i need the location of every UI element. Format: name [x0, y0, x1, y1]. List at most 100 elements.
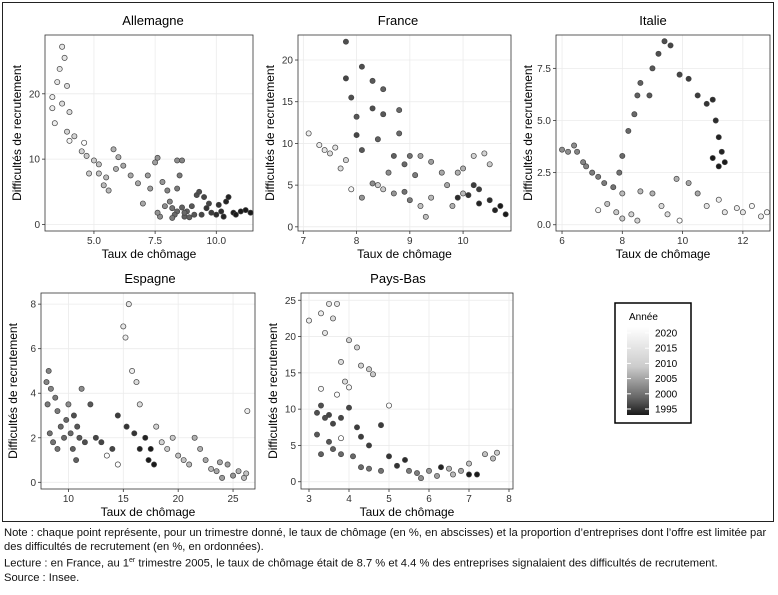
data-point	[318, 402, 324, 409]
data-point	[438, 169, 445, 176]
data-point	[114, 412, 121, 419]
data-point	[191, 434, 198, 441]
data-point	[145, 457, 152, 463]
x-tick-label: 6	[426, 494, 432, 505]
data-point	[417, 152, 424, 159]
data-point	[646, 92, 653, 99]
data-point	[247, 209, 254, 216]
data-point	[223, 198, 230, 205]
data-point	[346, 384, 352, 391]
data-point	[386, 453, 392, 460]
data-point	[434, 472, 440, 479]
panel-italie: Italie 6 8 10 12 0.0 2.5 5.0 7.5 Taux de chômage D…	[521, 13, 771, 261]
data-point	[438, 464, 444, 471]
data-point	[426, 467, 432, 474]
data-point	[174, 185, 181, 192]
year-legend: Année 2020 2015 2010 2005 2000 1995	[614, 302, 692, 424]
y-tick-label: 20	[282, 56, 294, 67]
data-point	[334, 300, 340, 307]
data-point	[369, 105, 376, 112]
data-point	[175, 452, 182, 459]
data-point	[450, 471, 456, 478]
data-point	[571, 142, 578, 149]
data-point	[637, 80, 644, 86]
data-point	[216, 459, 223, 466]
data-point	[100, 182, 107, 189]
data-point	[327, 150, 333, 157]
data-point	[122, 334, 129, 341]
data-point	[454, 169, 461, 176]
data-point	[147, 445, 154, 452]
data-point	[43, 379, 50, 386]
data-point	[619, 152, 626, 159]
panel-title: Italie	[639, 13, 666, 28]
data-point	[243, 470, 250, 477]
data-point	[166, 198, 173, 205]
x-tick-label: 10	[677, 236, 689, 247]
data-point	[332, 144, 339, 151]
data-point	[589, 169, 596, 176]
data-point	[616, 169, 623, 176]
data-point	[120, 162, 127, 169]
data-point	[54, 79, 61, 85]
data-point	[61, 434, 67, 441]
data-point	[401, 161, 408, 168]
y-tick-label: 6	[30, 344, 36, 355]
data-point	[338, 435, 344, 442]
data-point	[348, 186, 355, 193]
panel-france: France 7 8 9 10 0 5 10 15 20 Taux de chômage Diffic…	[263, 13, 512, 261]
data-point	[574, 148, 581, 155]
data-point	[378, 422, 384, 429]
legend-colorbar	[627, 327, 649, 415]
data-point	[64, 128, 70, 135]
data-point	[95, 161, 102, 168]
data-point	[619, 190, 626, 197]
figure-frame: Allemagne 5.0 7.5 10.0 0 10 20 Taux de chômage D…	[2, 2, 774, 522]
data-point	[52, 394, 59, 401]
data-point	[74, 423, 81, 430]
data-point	[330, 446, 336, 453]
y-tick-label: 5	[290, 441, 296, 452]
y-tick-label: 20	[285, 332, 297, 343]
y-tick-label: 0	[30, 478, 36, 489]
x-tick-label: 12	[737, 236, 749, 247]
data-point	[95, 170, 102, 177]
data-point	[213, 468, 220, 475]
data-point	[721, 159, 728, 166]
data-point	[748, 203, 755, 209]
plot-border	[44, 34, 254, 232]
data-point	[604, 200, 611, 207]
data-point	[235, 468, 242, 475]
panel-title: Espagne	[124, 271, 175, 286]
data-point	[460, 165, 467, 172]
data-point	[348, 94, 355, 101]
x-tick-label: 6	[559, 236, 565, 247]
y-axis-label: Difficultés de recrutement	[521, 64, 535, 201]
data-point	[470, 182, 477, 189]
data-point	[59, 43, 66, 50]
data-point	[664, 211, 671, 218]
data-point	[466, 471, 472, 478]
data-point	[208, 209, 215, 216]
x-tick-label: 7	[466, 494, 472, 505]
data-point	[125, 301, 132, 308]
data-point	[637, 188, 644, 195]
x-axis-label: Taux de chômage	[101, 505, 196, 519]
data-point	[342, 378, 348, 385]
data-point	[418, 475, 424, 482]
y-tick-label: 15	[285, 368, 297, 379]
data-point	[86, 170, 92, 177]
data-point	[764, 209, 770, 216]
y-axis-label: Difficultés de recrutement	[266, 322, 280, 459]
data-point	[401, 188, 408, 195]
x-tick-label: 10	[63, 494, 75, 505]
data-point	[694, 190, 701, 197]
y-tick-label: 10	[29, 155, 41, 166]
data-point	[709, 155, 716, 161]
panel-pays-bas: Pays-Bas 3 4 5 6 7 8 0 5 10 15 20 25 Taux de chômage D…	[266, 271, 514, 519]
data-point	[120, 323, 127, 330]
legend-title: Année	[629, 312, 658, 323]
data-point	[502, 211, 509, 218]
data-point	[628, 211, 635, 218]
data-point	[123, 423, 130, 430]
